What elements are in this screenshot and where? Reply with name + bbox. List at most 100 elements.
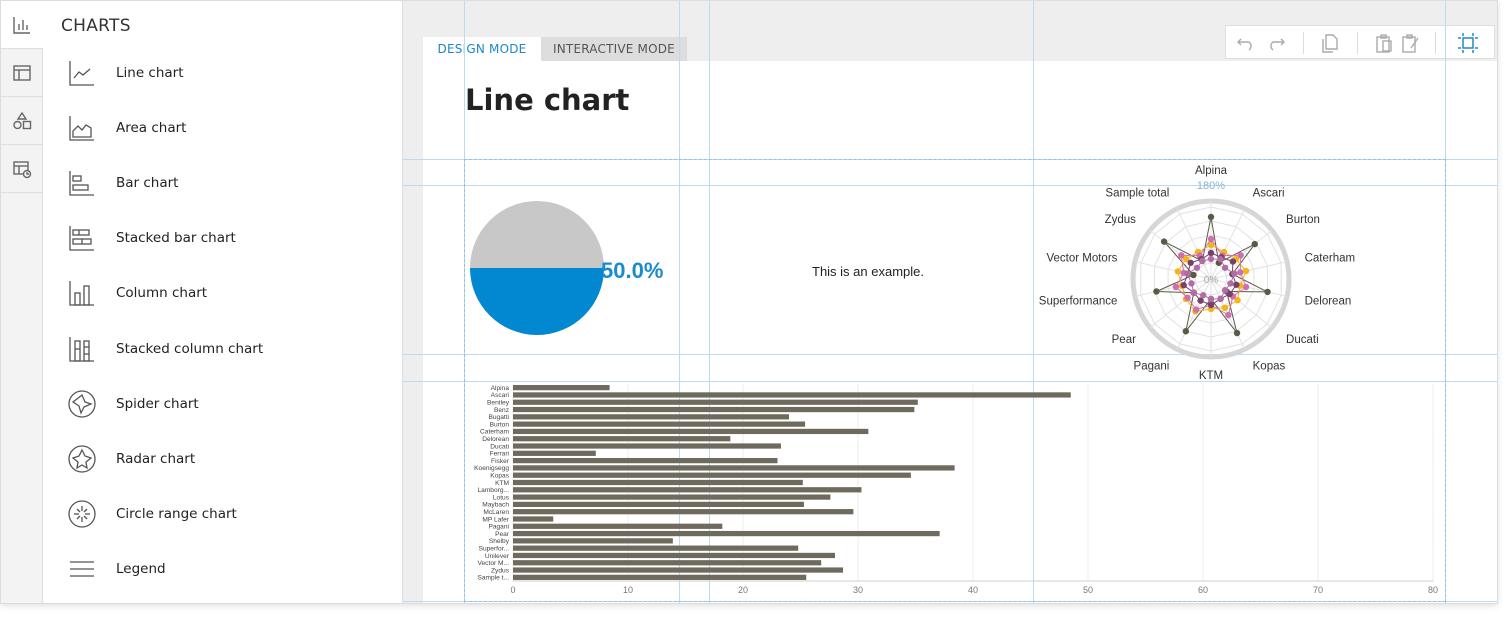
radar-category-label: Burton	[1286, 214, 1320, 226]
bar[interactable]	[513, 538, 673, 544]
tab-interactive-mode[interactable]: INTERACTIVE MODE	[541, 37, 687, 61]
radar-point	[1182, 328, 1190, 335]
radar-point	[1188, 280, 1195, 287]
bar[interactable]	[513, 530, 940, 537]
bar[interactable]	[513, 560, 822, 566]
bar-x-tick-label: 30	[853, 585, 863, 595]
chart-item-label: Spider chart	[116, 396, 199, 412]
bar[interactable]	[513, 421, 806, 427]
chart-item-label: Column chart	[116, 285, 208, 301]
bar[interactable]	[513, 509, 854, 515]
chart-item-label: Bar chart	[116, 175, 179, 191]
undo-icon	[1237, 38, 1252, 51]
radar-point	[1199, 292, 1207, 299]
copy-button[interactable]	[1318, 31, 1342, 55]
bar-category-label: Ducati	[490, 443, 509, 450]
chart-item-area[interactable]: Area chart	[43, 103, 403, 153]
radar-axis-line	[1210, 278, 1273, 329]
bar[interactable]	[513, 436, 731, 442]
chart-item-radar[interactable]: Radar chart	[43, 434, 403, 484]
rail-table-button[interactable]	[1, 49, 43, 97]
radar-max-label: 180%	[1197, 180, 1225, 192]
radar-axis-line	[1210, 208, 1246, 280]
radar-point	[1227, 280, 1234, 287]
radar-category-label: Caterham	[1305, 253, 1356, 265]
page-title: Line chart	[465, 83, 630, 117]
chart-item-stacked-bar[interactable]: Stacked bar chart	[43, 213, 403, 263]
bar[interactable]	[513, 414, 789, 420]
bar[interactable]	[513, 472, 911, 478]
radar-category-label: Sample total	[1105, 188, 1169, 200]
app-window: CHARTS Line chart Area chart Bar chart S…	[0, 0, 1498, 604]
bar-x-tick-label: 0	[510, 585, 515, 595]
bar[interactable]	[513, 465, 955, 471]
table-settings-icon	[13, 160, 32, 178]
pie-slice-filled	[470, 268, 604, 335]
radar-chart[interactable]: 0% 180% Alpina Ascari Burton Caterham Delorean…	[1033, 159, 1445, 384]
bar[interactable]	[513, 479, 803, 486]
radar-point	[1207, 241, 1215, 249]
bar[interactable]	[513, 443, 781, 449]
radar-point	[1207, 301, 1215, 309]
rail-table-settings-button[interactable]	[1, 145, 43, 193]
bar-category-label: Koenigsegg	[474, 465, 509, 472]
chart-item-legend[interactable]: Legend	[43, 544, 403, 594]
tab-design-mode[interactable]: DESIGN MODE	[423, 37, 541, 61]
radar-point	[1207, 255, 1215, 263]
bar-category-label: Fisker	[491, 458, 510, 465]
bar[interactable]	[513, 487, 862, 493]
bar[interactable]	[513, 428, 869, 435]
select-area-button[interactable]	[1456, 31, 1480, 55]
undo-button[interactable]	[1234, 31, 1258, 55]
bar[interactable]	[513, 574, 807, 580]
bar[interactable]	[513, 516, 554, 522]
radar-category-label: Delorean	[1305, 295, 1352, 307]
bar-category-label: Pear	[495, 531, 510, 538]
radar-axis-line	[1176, 208, 1212, 280]
guide-line	[709, 1, 710, 603]
bar[interactable]	[513, 494, 831, 500]
bar[interactable]	[513, 552, 835, 559]
bar[interactable]	[513, 406, 915, 413]
chart-item-line[interactable]: Line chart	[43, 48, 403, 98]
chart-item-bar[interactable]: Bar chart	[43, 158, 403, 208]
redo-button[interactable]	[1264, 31, 1288, 55]
chart-item-column[interactable]: Column chart	[43, 268, 403, 318]
rail-shapes-button[interactable]	[1, 97, 43, 145]
bar-x-tick-label: 70	[1313, 585, 1323, 595]
bar[interactable]	[513, 399, 918, 405]
chart-item-spider[interactable]: Spider chart	[43, 379, 403, 429]
bar[interactable]	[513, 501, 804, 508]
bar-x-tick-label: 80	[1428, 585, 1438, 595]
chart-item-stacked-column[interactable]: Stacked column chart	[43, 324, 403, 374]
charts-icon	[13, 16, 30, 34]
guide-line	[403, 185, 1497, 186]
bar[interactable]	[513, 450, 596, 456]
bar-x-tick-label: 60	[1198, 585, 1208, 595]
radar-category-label: Ducati	[1286, 334, 1319, 346]
pie-chart[interactable]	[469, 200, 605, 336]
paste-format-button[interactable]	[1398, 31, 1422, 55]
selection-box[interactable]	[464, 159, 1446, 602]
bar-chart[interactable]: AlpinaAscariBentleyBenzBugattiBurtonCate…	[464, 381, 1446, 601]
radar-axis-line	[1149, 278, 1212, 329]
bar[interactable]	[513, 392, 1071, 398]
bar[interactable]	[513, 567, 844, 573]
radar-point	[1226, 290, 1233, 298]
paste-button[interactable]	[1372, 31, 1396, 55]
radar-category-label: KTM	[1199, 370, 1223, 382]
example-text: This is an example.	[812, 264, 924, 279]
guide-line	[679, 1, 680, 603]
rail-charts-button[interactable]	[1, 1, 43, 49]
chart-item-circle-range[interactable]: Circle range chart	[43, 489, 403, 539]
radar-category-label: Vector Motors	[1046, 253, 1117, 265]
spider-chart-icon	[68, 390, 96, 418]
bar[interactable]	[513, 523, 723, 529]
bar-category-label: Ferrari	[490, 451, 510, 458]
radar-point	[1207, 235, 1215, 243]
paste-format-icon	[1402, 34, 1419, 53]
bar[interactable]	[513, 457, 778, 464]
radar-point	[1160, 238, 1168, 245]
bar[interactable]	[513, 545, 799, 551]
bar[interactable]	[513, 385, 610, 391]
